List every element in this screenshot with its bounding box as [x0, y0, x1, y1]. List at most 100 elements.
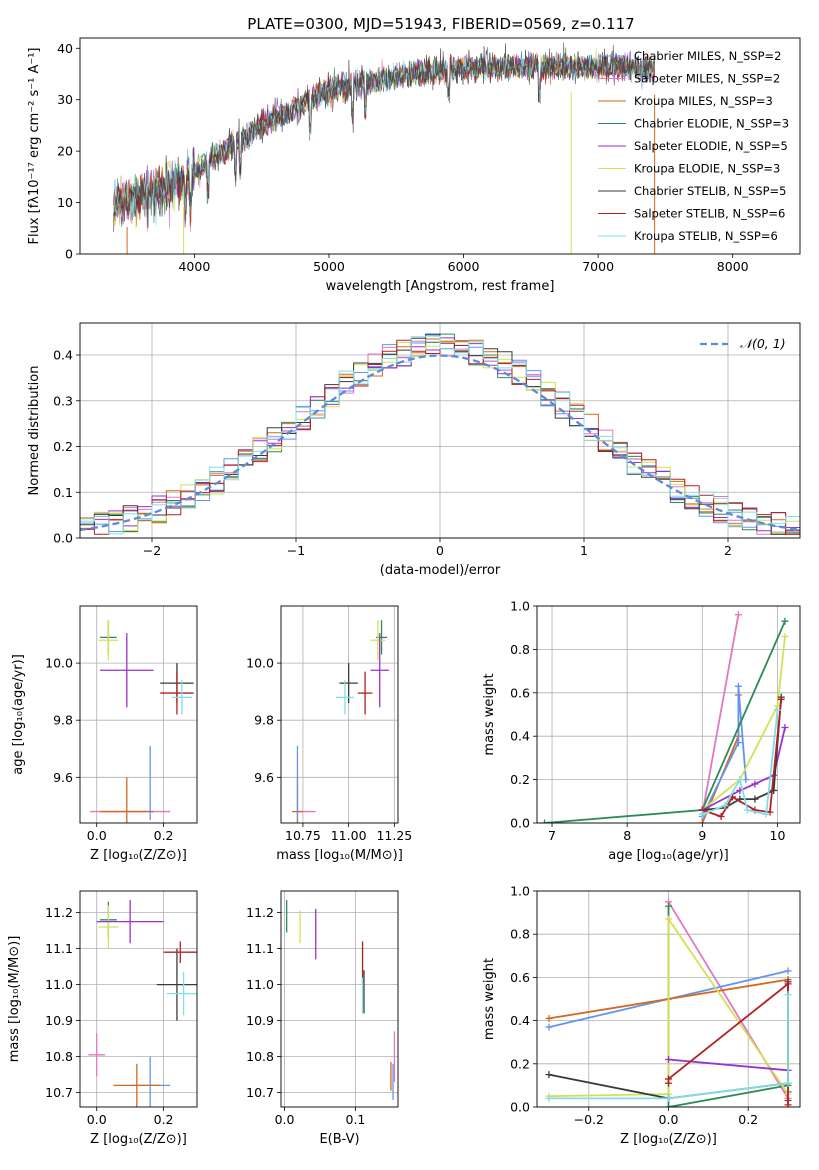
y-tick-label: 10.7 [45, 1085, 73, 1100]
y-tick-label: 0.8 [510, 927, 530, 942]
x-tick-label: 0.1 [346, 1112, 366, 1127]
x-tick-label: 1 [580, 543, 588, 558]
weight-marker [665, 1055, 672, 1063]
x-axis-label: mass [log₁₀(M/M⊙)] [276, 848, 403, 863]
axes-frame [79, 890, 198, 1108]
legend-label: Salpeter STELIB, N_SSP=6 [634, 207, 785, 221]
tick-layer: 0.0 0.2 9.6 9.8 10.0 [45, 656, 173, 843]
axes-weight-vs-Z: −0.2 0.0 0.2 0.0 0.2 0.4 0.6 0.8 1.0 Z [log₁₀(Z/Z… [482, 884, 801, 1147]
x-tick-label: 0.0 [87, 828, 107, 843]
y-tick-label: 10.9 [246, 1013, 274, 1028]
weight-marker [777, 695, 785, 703]
y-tick-label: 1.0 [510, 599, 530, 614]
y-tick-label: 0.4 [510, 1013, 530, 1028]
errorbar-point-7 [357, 671, 373, 715]
y-tick-label: 11.1 [45, 941, 73, 956]
errorbar-point-6 [339, 663, 358, 704]
weight-marker [665, 902, 672, 910]
errorbar-point-7 [163, 941, 197, 963]
y-tick-label: 0.4 [53, 348, 73, 363]
legend-label: Salpeter MILES, N_SSP=2 [634, 72, 780, 86]
weight-marker [736, 776, 744, 784]
errorbar-point-7 [160, 671, 194, 715]
y-tick-label: 20 [57, 144, 73, 159]
errorbar-point-6 [156, 948, 197, 1021]
errorbar-point-1 [100, 777, 154, 823]
axes-weight-vs-age: 7 8 9 10 0.0 0.2 0.4 0.6 0.8 1.0 age [log₁₀(age/yr… [482, 599, 801, 863]
tick-layer: −2 −1 0 1 2 0.0 0.1 0.2 0.3 0.4 [53, 348, 732, 558]
errorbar-point-2 [113, 1063, 161, 1107]
weight-series-8 [549, 994, 789, 1100]
tick-layer: 10.75 11.00 11.25 9.6 9.8 10.0 [246, 656, 412, 843]
weight-marker [773, 706, 781, 714]
weight-marker [665, 1075, 672, 1083]
plots-container: 4000 5000 6000 7000 8000010203040wavelength … [7, 37, 801, 1147]
weight-marker [781, 617, 789, 625]
legend-label: Chabrier ELODIE, N_SSP=3 [634, 117, 789, 131]
legend-label: Kroupa MILES, N_SSP=3 [634, 94, 773, 108]
weight-series-7 [667, 982, 789, 1105]
y-axis-label: mass [log₁₀(M/M⊙)] [7, 936, 22, 1063]
weight-marker [698, 819, 706, 823]
errorbar-point-5 [96, 900, 164, 944]
y-tick-label: 11.2 [246, 905, 274, 920]
y-axis-label: age [log₁₀(age/yr)] [11, 654, 26, 775]
x-tick-label: 0.2 [738, 1112, 758, 1127]
axes-spectrum: 4000 5000 6000 7000 8000 0 10 20 30 40 wavelength … [27, 37, 801, 294]
axes-residuals: −2 −1 0 1 2 0.0 0.1 0.2 0.3 0.4 (data-model)/error… [27, 322, 801, 578]
legend-label: Chabrier STELIB, N_SSP=5 [634, 184, 786, 198]
weight-marker [784, 967, 792, 975]
weight-series-4 [701, 636, 786, 811]
weight-marker [665, 1094, 672, 1102]
y-tick-label: 10.7 [246, 1085, 274, 1100]
x-tick-label: 10.75 [285, 828, 321, 843]
y-tick-label: 0.0 [53, 531, 73, 546]
x-axis-label: Z [log₁₀(Z/Z⊙)] [90, 848, 187, 863]
reference-legend-label: 𝒩(0, 1) [740, 336, 786, 351]
axes-frame [79, 605, 198, 824]
weight-series-7 [702, 699, 783, 818]
gridlines [537, 605, 800, 824]
weight-marker [734, 682, 742, 690]
axes-age-vs-mass: 10.75 11.00 11.25 9.6 9.8 10.0 mass [log₁₀(M/M… [246, 605, 412, 863]
histogram-series-8 [80, 335, 800, 535]
weight-series-0 [701, 614, 740, 815]
y-tick-label: 10.8 [246, 1049, 274, 1064]
weight-marker [781, 724, 789, 732]
y-tick-label: 0 [65, 247, 73, 262]
weight-marker [545, 1014, 553, 1022]
y-tick-label: 10.0 [246, 656, 274, 671]
weight-series-6 [702, 697, 783, 811]
y-axis-label: mass weight [482, 958, 497, 1040]
plot-area [291, 620, 389, 823]
x-tick-label: 7 [548, 828, 556, 843]
weight-marker [698, 810, 706, 818]
errorbar-point-8 [166, 972, 197, 1016]
x-tick-label: 0.0 [275, 1112, 295, 1127]
weight-marker [717, 812, 725, 820]
weight-series-2 [701, 686, 747, 817]
y-tick-label: 10.8 [45, 1049, 73, 1064]
weight-marker [734, 611, 742, 619]
x-axis-label: (data-model)/error [380, 563, 501, 578]
tick-layer: 4000 5000 6000 7000 8000 0 10 20 30 40 [57, 41, 749, 274]
gridlines [80, 891, 197, 1107]
x-tick-label: 7000 [582, 259, 614, 274]
legend-label: Chabrier MILES, N_SSP=2 [634, 49, 781, 63]
gridlines [80, 606, 197, 823]
legend-label: Salpeter ELODIE, N_SSP=5 [634, 139, 788, 153]
errorbar-point-4 [370, 620, 386, 661]
axes-frame [536, 890, 801, 1108]
x-tick-label: 8 [623, 828, 631, 843]
weight-marker [721, 802, 729, 810]
weight-marker [742, 776, 750, 784]
x-axis-label: E(B-V) [319, 1132, 359, 1147]
y-tick-label: 9.6 [254, 770, 274, 785]
y-tick-label: 11.0 [45, 977, 73, 992]
weight-marker [784, 1101, 792, 1107]
x-tick-label: 0.2 [154, 1112, 174, 1127]
plot-area [541, 611, 789, 823]
errorbar-point-4 [98, 620, 119, 661]
weight-marker [541, 819, 549, 823]
